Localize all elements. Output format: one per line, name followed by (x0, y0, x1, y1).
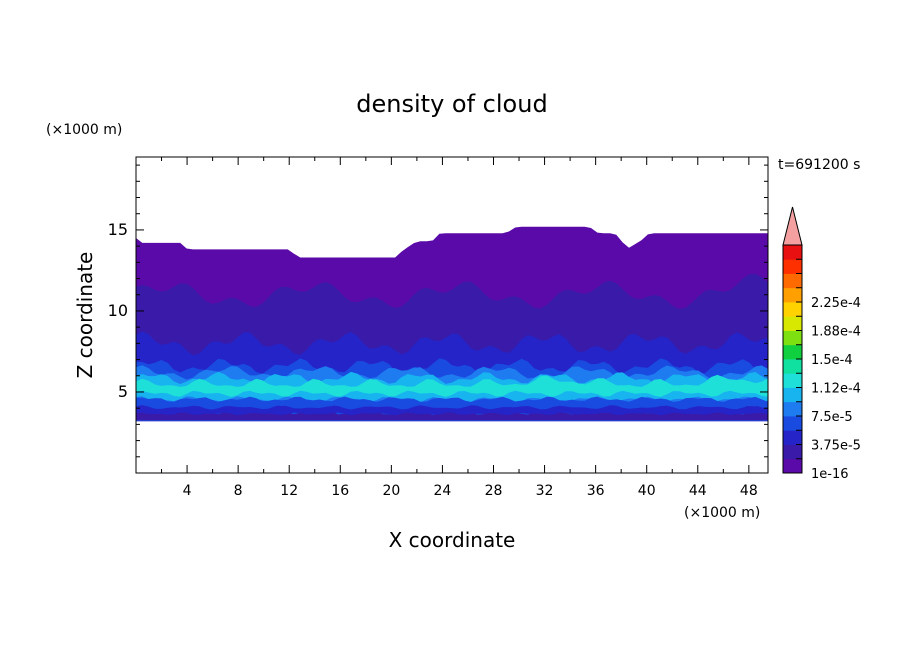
x-tick-label: 4 (183, 483, 192, 499)
colorbar-swatch (783, 302, 802, 317)
colorbar-swatch (783, 259, 802, 274)
x-axis-label: X coordinate (389, 528, 516, 552)
colorbar-swatch (783, 458, 802, 474)
x-tick-label: 40 (638, 483, 656, 499)
colorbar-swatch (783, 344, 802, 360)
x-tick-label: 12 (280, 483, 298, 499)
colorbar-swatch (783, 287, 802, 303)
colorbar-level-label: 1e-16 (811, 467, 849, 482)
contour-band-level-6 (136, 374, 768, 397)
colorbar-level-label: 2.25e-4 (811, 296, 861, 311)
colorbar-swatch (783, 273, 802, 289)
cloud-density-field (136, 226, 768, 422)
x-tick-label: 24 (434, 483, 452, 499)
colorbar-swatch (783, 373, 802, 388)
y-tick-label: 10 (108, 301, 128, 320)
colorbar-level-label: 3.75e-5 (811, 439, 861, 454)
colorbar-swatch (783, 330, 802, 346)
colorbar-swatch (783, 416, 802, 431)
time-label: t=691200 s (778, 157, 860, 173)
x-tick-label: 32 (536, 483, 554, 499)
y-tick-label: 15 (108, 220, 128, 239)
colorbar-swatch (783, 430, 802, 445)
colorbar-swatch (783, 387, 802, 403)
x-tick-label: 36 (587, 483, 605, 499)
colorbar-level-label: 1.12e-4 (811, 382, 861, 397)
x-tick-label: 48 (740, 483, 758, 499)
y-unit-label: (×1000 m) (46, 122, 122, 138)
colorbar-swatch (783, 444, 802, 460)
colorbar: 1e-16 3.75e-5 7.5e-5 1.12e-4 1.5e-4 1.88e-4 2.… (782, 206, 861, 482)
x-tick-label: 44 (689, 483, 707, 499)
y-axis-label: Z coordinate (73, 252, 97, 379)
colorbar-swatch (783, 401, 802, 417)
colorbar-level-label: 1.5e-4 (811, 353, 853, 368)
x-tick-label: 8 (234, 483, 243, 499)
colorbar-level-label: 7.5e-5 (811, 410, 853, 425)
y-tick-label: 5 (118, 382, 128, 401)
contour-band-lower-1 (136, 409, 768, 421)
x-unit-label: (×1000 m) (684, 505, 760, 521)
x-tick-label: 20 (382, 483, 400, 499)
colorbar-overflow-arrow (782, 206, 803, 246)
colorbar-swatch (783, 316, 802, 331)
x-tick-label: 28 (485, 483, 503, 499)
contour-band-lower-3 (136, 396, 768, 410)
colorbar-level-label: 1.88e-4 (811, 325, 861, 340)
plot-frame (135, 156, 769, 474)
colorbar-swatch (783, 359, 802, 374)
chart-title: density of cloud (356, 90, 547, 118)
colorbar-swatch (783, 245, 802, 260)
x-tick-label: 16 (331, 483, 349, 499)
plot-area (136, 157, 768, 473)
